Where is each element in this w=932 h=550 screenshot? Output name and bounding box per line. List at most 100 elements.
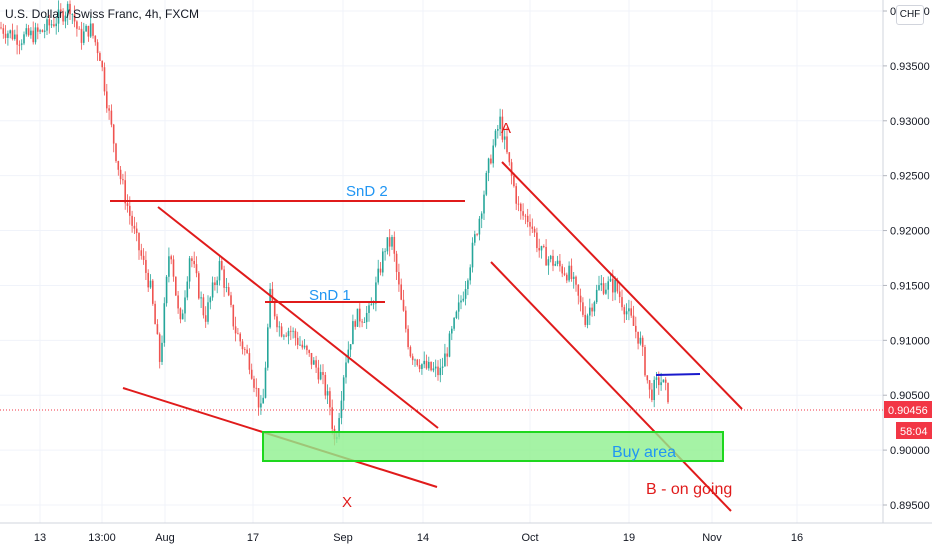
candle-body [239,333,241,342]
candle-body [66,3,69,16]
candle-body [48,19,51,26]
candle-body [391,236,393,247]
candle-body [405,310,407,329]
chart-grid [0,0,883,523]
time-scale[interactable]: 13 13:00 Aug 17 Sep 14 Oct 19 Nov 16 [0,522,932,550]
candle-body [561,266,563,274]
candle-body [4,33,7,38]
candle-body [593,302,596,312]
candle-body [62,11,64,22]
candle-body [30,30,32,36]
candle-body [89,23,92,37]
candle-body [407,328,409,348]
candle-body [591,307,593,312]
candle-body [204,315,207,322]
candle-body [55,23,57,27]
candle-body [428,361,430,369]
candle-body [432,368,435,371]
candle-body [195,264,198,274]
candle-body [395,253,398,273]
candle-body [112,124,115,144]
candle-body [292,330,294,332]
currency-button[interactable]: CHF [896,5,924,25]
candle-body [430,361,432,371]
candle-body [437,366,439,376]
candle-body [273,301,276,317]
candle-body [464,289,467,299]
candle-body [563,273,566,275]
candle-body [388,237,391,247]
candle-body [0,27,2,29]
candle-body [444,353,446,367]
candles [0,0,669,446]
candle-body [566,274,568,281]
candle-body [158,334,161,362]
candle-body [628,308,630,312]
short-horizontal-line [655,373,701,376]
price-tick-label: 0.93000 [890,116,930,128]
candle-body [356,308,359,327]
candle-body [11,30,14,39]
candle-body [124,180,126,204]
candle-body [117,161,120,170]
price-tick-label: 0.92500 [890,171,930,183]
buy-area-label: Buy area [612,444,676,461]
candle-body [135,228,138,234]
candle-body [375,282,377,304]
candle-body [276,316,278,328]
candle-body [545,246,547,266]
candle-body [310,352,313,365]
candle-body [34,27,37,43]
candle-body [570,265,573,279]
candle-body [499,116,501,130]
candle-body [515,186,517,204]
candle-body [492,145,494,164]
candle-body [278,326,281,328]
candle-body [177,295,179,309]
candle-body [271,288,274,302]
candle-body [138,233,140,251]
candle-body [191,258,193,261]
price-tick-label: 0.91500 [890,280,930,292]
candle-body [621,297,623,308]
candle-body [9,30,11,34]
candle-body [317,367,320,380]
channel-lower [490,261,732,512]
candle-body [92,23,94,36]
time-tick-label: Aug [155,532,175,544]
candle-body [244,349,246,350]
candle-body [184,297,186,314]
candle-body [179,308,182,320]
current-price-badge [884,401,932,418]
candle-body [60,9,62,12]
candle-body [294,330,297,338]
time-tick-label: Sep [333,532,353,544]
candle-body [547,259,550,266]
candle-body [85,25,87,32]
candle-body [648,380,651,390]
candle-body [313,360,315,365]
candle-body [609,278,612,282]
candle-body [510,162,513,176]
candle-body [80,28,83,43]
candle-body [46,19,48,31]
candle-body [400,284,402,300]
candle-body [18,44,21,46]
candle-body [246,349,248,354]
candle-body [172,259,175,277]
price-scale[interactable]: 0.940000.935000.930000.925000.920000.915… [0,0,932,523]
candle-body [349,344,352,350]
candle-body [126,203,129,206]
candle-body [83,31,85,43]
candle-body [595,289,598,303]
point-x-label: X [342,494,352,511]
candle-body [520,203,522,212]
candle-body [340,400,343,419]
candle-body [342,377,345,401]
candle-body [508,152,511,163]
candle-body [87,25,90,37]
candle-body [43,30,46,32]
snd1-label: SnD 1 [309,287,351,304]
candle-body [655,377,658,380]
